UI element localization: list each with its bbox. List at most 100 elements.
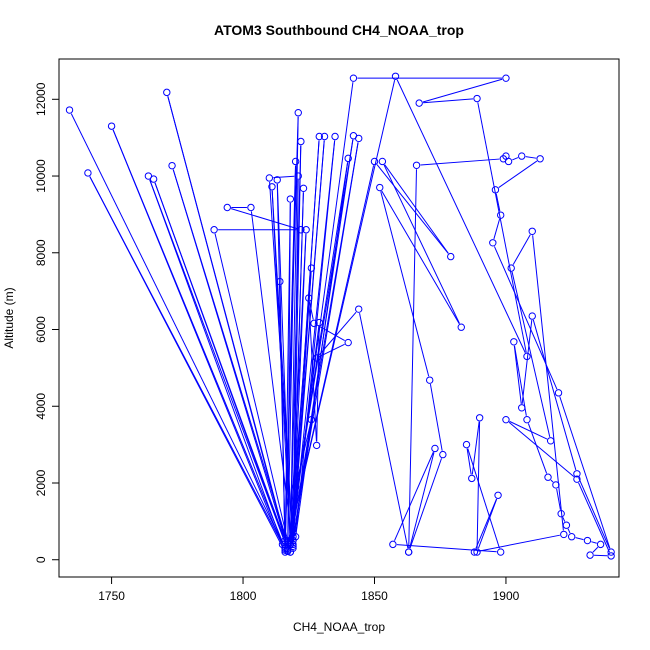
y-tick-label: 10000 xyxy=(34,159,48,193)
series-line-segment xyxy=(172,169,290,549)
series-line-segment xyxy=(288,165,375,541)
data-point xyxy=(439,450,447,459)
series-line-segment xyxy=(149,179,287,547)
series-line-segment xyxy=(477,498,498,549)
series-line-segment xyxy=(289,116,299,541)
series-line-segment xyxy=(420,158,500,166)
data-point xyxy=(491,186,500,194)
series-lines xyxy=(70,77,611,557)
y-tick-label: 0 xyxy=(34,556,48,563)
series-points xyxy=(65,72,615,560)
data-point xyxy=(457,323,465,331)
x-axis: 1750 1800 1850 1900 xyxy=(98,576,520,603)
series-line-segment xyxy=(292,140,325,533)
data-point xyxy=(284,544,292,552)
data-point xyxy=(567,533,576,541)
series-line-segment xyxy=(394,451,434,541)
data-point xyxy=(289,529,297,537)
series-line-segment xyxy=(70,113,284,545)
data-point xyxy=(523,352,531,361)
series-line-segment xyxy=(230,208,298,230)
data-point xyxy=(349,74,358,82)
data-point xyxy=(607,552,615,560)
series-line-segment xyxy=(495,193,501,212)
series-line-segment xyxy=(575,537,584,541)
data-point xyxy=(320,132,329,141)
y-axis: 0 2000 4000 6000 8000 10000 12000 xyxy=(34,82,60,563)
data-point xyxy=(286,548,295,556)
data-point xyxy=(265,174,274,182)
y-axis-label: Altitude (m) xyxy=(2,287,16,348)
data-point xyxy=(163,88,171,97)
data-point xyxy=(404,548,413,556)
data-point xyxy=(507,264,515,272)
series-line-segment xyxy=(317,324,345,342)
series-line-segment xyxy=(513,345,522,404)
data-point xyxy=(415,99,423,107)
data-point xyxy=(289,536,297,545)
series-line-segment xyxy=(290,142,359,541)
series-line-segment xyxy=(318,311,357,356)
series-line-segment xyxy=(550,479,554,483)
x-axis-label: CH4_NOAA_trop xyxy=(293,620,385,634)
data-point xyxy=(528,312,536,320)
data-point xyxy=(523,415,531,424)
series-line-segment xyxy=(273,175,295,179)
data-point xyxy=(223,203,231,212)
data-point xyxy=(305,294,313,302)
data-point xyxy=(276,277,284,286)
data-point xyxy=(496,548,505,556)
data-point xyxy=(355,134,363,143)
data-point xyxy=(273,176,281,184)
data-point xyxy=(344,338,352,347)
y-tick-label: 4000 xyxy=(34,393,48,420)
series-line-segment xyxy=(429,384,443,451)
data-point xyxy=(299,184,308,193)
series-line-segment xyxy=(149,179,282,541)
data-point xyxy=(302,226,310,234)
data-point xyxy=(247,203,255,212)
x-tick-label: 1800 xyxy=(230,589,257,603)
series-line-segment xyxy=(396,79,526,353)
series-line-segment xyxy=(167,96,288,545)
series-line-segment xyxy=(287,203,291,548)
chart-title: ATOM3 Southbound CH4_NOAA_trop xyxy=(214,22,464,38)
series-line-segment xyxy=(498,160,538,188)
series-line-segment xyxy=(559,396,611,549)
series-line-segment xyxy=(292,140,320,526)
data-point xyxy=(494,491,502,499)
series-line-segment xyxy=(422,78,503,103)
data-point xyxy=(291,533,300,541)
data-point xyxy=(289,533,297,541)
series-line-segment xyxy=(556,488,561,510)
series-line-segment xyxy=(562,517,566,522)
data-point xyxy=(331,132,339,141)
data-point xyxy=(286,540,295,549)
data-point xyxy=(289,540,297,549)
data-point xyxy=(312,354,321,362)
data-point xyxy=(389,540,397,549)
data-point xyxy=(312,441,321,450)
data-point xyxy=(286,195,295,203)
series-line-segment xyxy=(320,343,345,357)
data-point xyxy=(289,525,297,533)
data-point xyxy=(294,109,302,117)
series-line-segment xyxy=(476,421,481,549)
data-point xyxy=(291,157,300,166)
data-point xyxy=(573,475,581,483)
series-line-segment xyxy=(478,534,560,552)
data-point xyxy=(370,157,379,166)
data-point xyxy=(426,376,434,384)
series-line-segment xyxy=(383,164,460,324)
data-point xyxy=(536,155,544,163)
y-tick-label: 8000 xyxy=(34,239,48,266)
series-line-segment xyxy=(384,164,449,254)
series-line-segment xyxy=(409,452,435,549)
series-line-segment xyxy=(467,448,500,549)
series-line-segment xyxy=(292,192,304,529)
data-point xyxy=(546,437,555,445)
series-line-segment xyxy=(309,301,314,320)
series-line-segment xyxy=(512,157,519,161)
data-point xyxy=(297,137,305,146)
